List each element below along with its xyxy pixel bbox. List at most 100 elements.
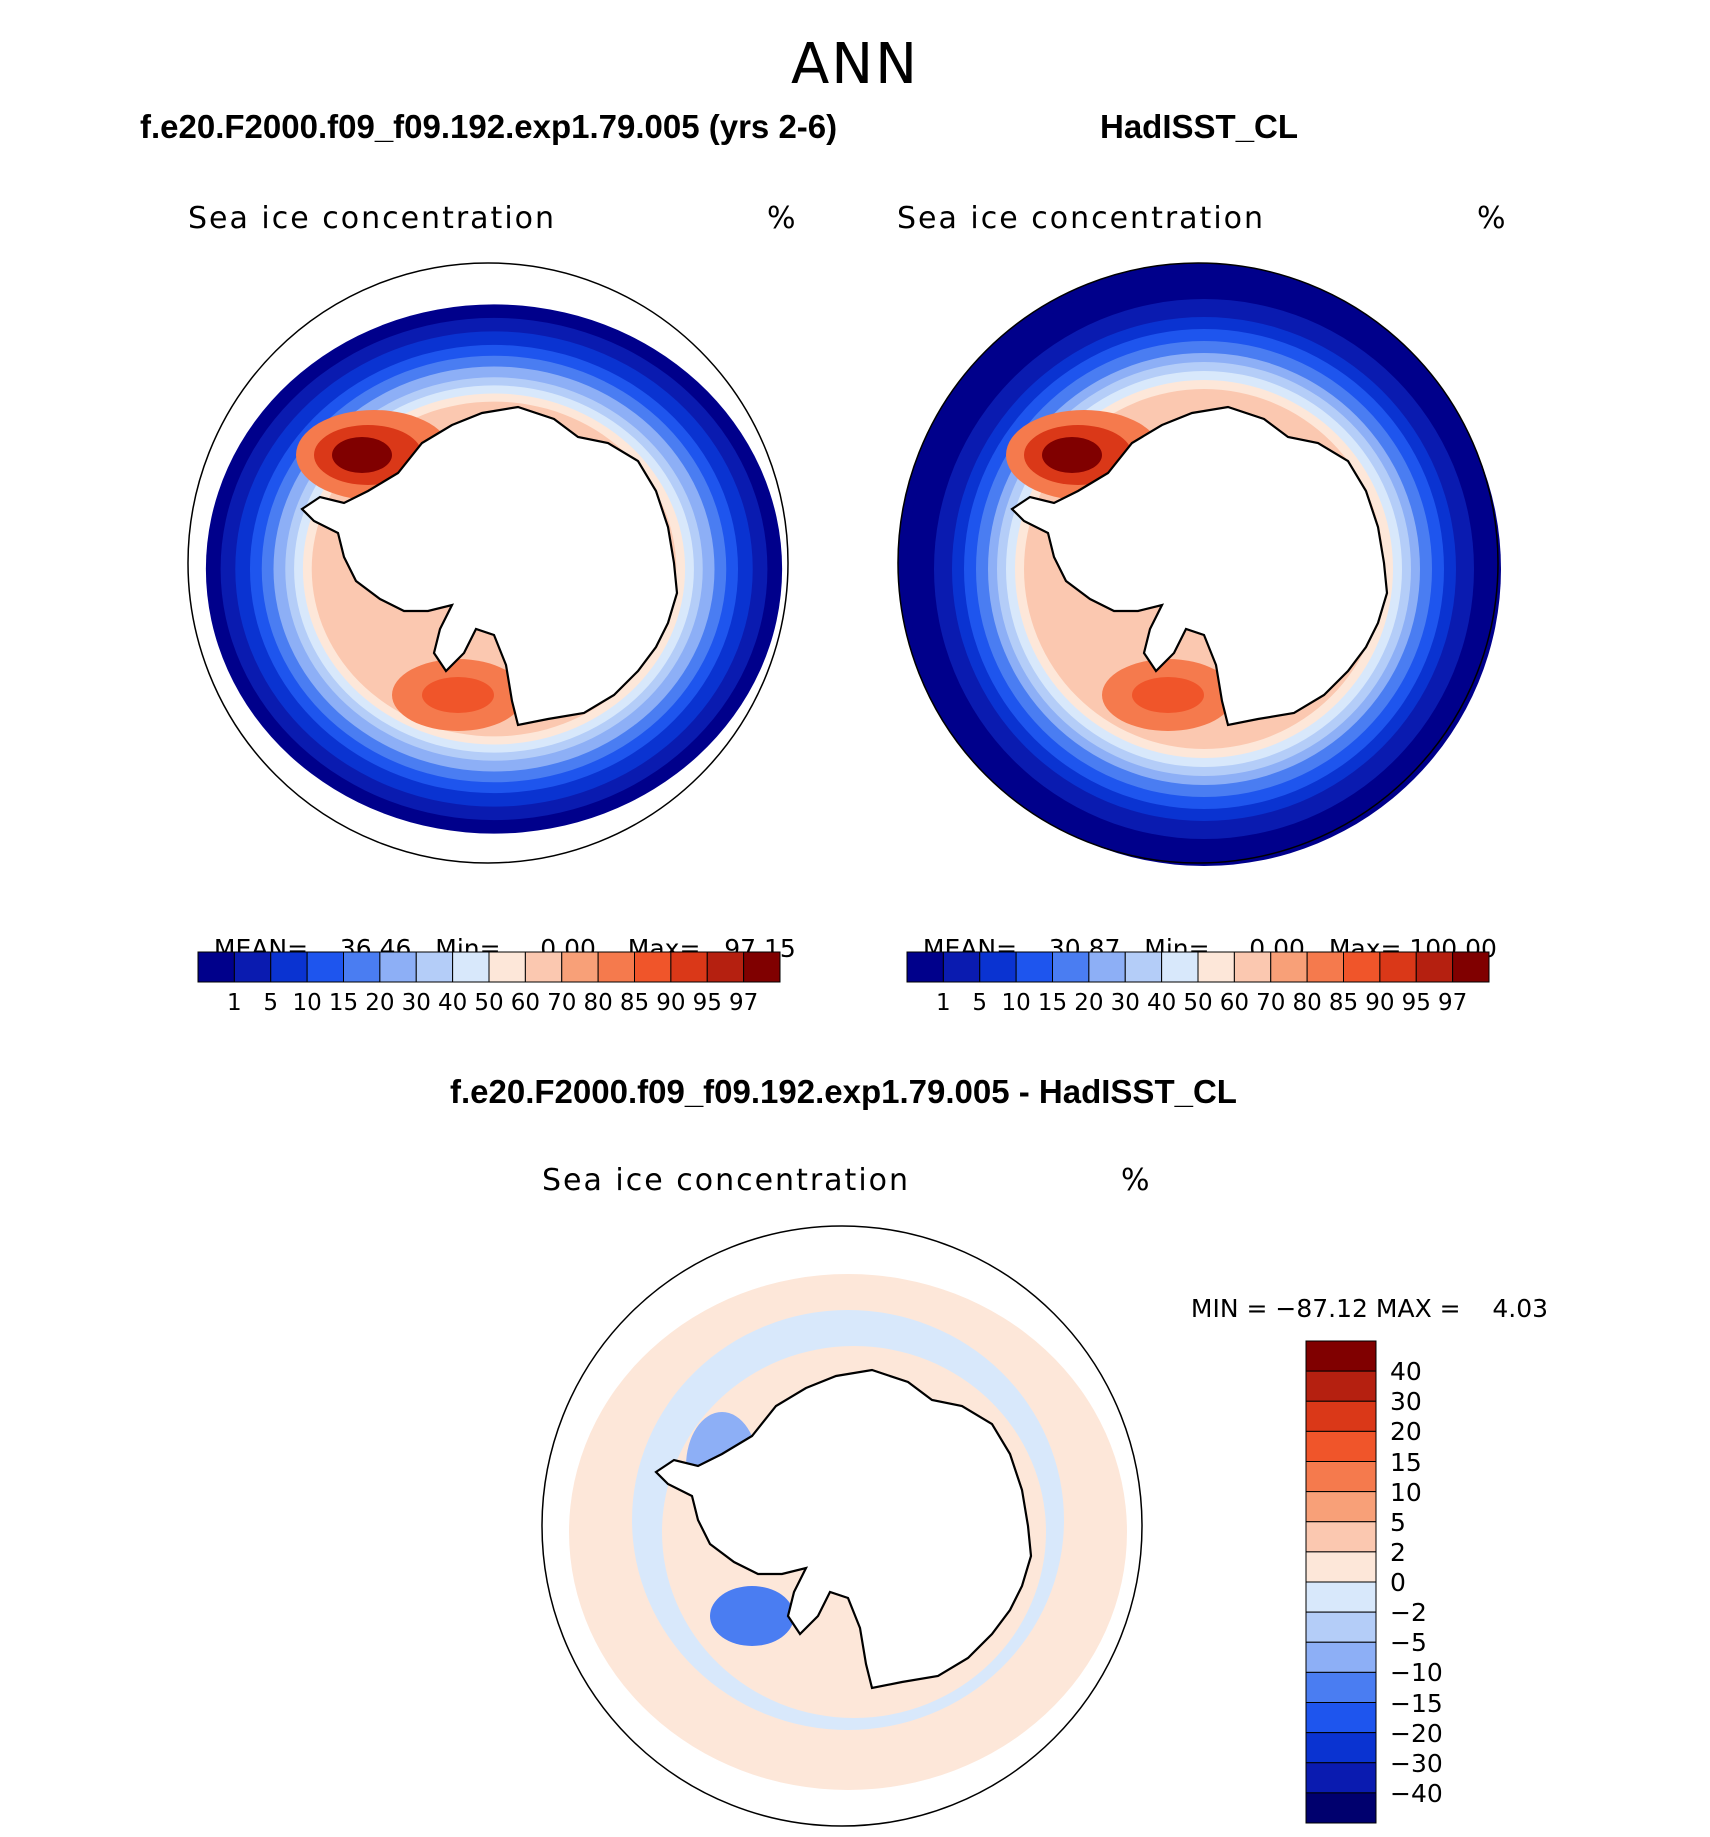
- right-weddell-band-2: [1024, 425, 1132, 485]
- left-ice-band-3: [249, 344, 739, 794]
- right-map-boundary: [897, 262, 1499, 864]
- diff-colorbar-swatch: [1305, 1671, 1377, 1703]
- diff-colorbar-swatch: [1305, 1370, 1377, 1402]
- left-weddell-band-3: [332, 437, 392, 473]
- diff-colorbar-swatch: [1305, 1430, 1377, 1462]
- diff-colorbar-swatch: [1305, 1732, 1377, 1764]
- left-ice-band-9: [311, 401, 677, 737]
- left-ice-band-0: [205, 304, 783, 834]
- diff-colorbar-swatch: [1305, 1792, 1377, 1824]
- right-colorbar-tick: 15: [1037, 990, 1068, 1016]
- right-colorbar-swatch: [979, 951, 1017, 983]
- left-colorbar-tick: 95: [692, 990, 722, 1016]
- right-colorbar-tick: 85: [1328, 990, 1359, 1016]
- right-weddell-band-1: [1006, 410, 1162, 500]
- diff-colorbar-tick: −2: [1390, 1598, 1427, 1628]
- right-colorbar-swatch: [942, 951, 981, 983]
- diff-colorbar-tick: 0: [1390, 1568, 1406, 1597]
- right-colorbar-tick: 20: [1074, 990, 1104, 1016]
- diff-colorbar-swatch: [1305, 1551, 1377, 1583]
- diff-max-label: MAX =: [1375, 1294, 1461, 1323]
- right-colorbar-swatch: [1343, 951, 1381, 983]
- left-colorbar-tick: 1: [227, 990, 242, 1016]
- right-colorbar-swatch: [1233, 951, 1272, 983]
- left-stats: MEAN= 36.46 Min= 0.00 Max= 97.15: [198, 905, 796, 963]
- left-ice-band-2: [235, 331, 753, 807]
- left-antarctica-land: [300, 405, 679, 727]
- left-ross-band-1: [392, 659, 524, 731]
- right-panel-title: HadISST_CL: [1100, 108, 1299, 145]
- left-map-background: [188, 263, 788, 863]
- left-colorbar-tick: 85: [619, 990, 650, 1016]
- right-colorbar-swatch: [1197, 951, 1235, 983]
- diff-colorbar-tick: 2: [1390, 1537, 1406, 1567]
- left-colorbar-tick: 10: [292, 990, 322, 1016]
- right-colorbar-tick: 70: [1256, 990, 1286, 1016]
- right-colorbar-tick: 10: [1001, 990, 1031, 1016]
- diff-colorbar-tick: 20: [1390, 1417, 1422, 1447]
- right-map-background: [898, 263, 1498, 863]
- left-colorbar-swatch: [379, 951, 417, 983]
- left-colorbar-tick: 30: [401, 990, 431, 1016]
- right-ice-band-8: [1015, 380, 1393, 758]
- right-antarctica-land: [1010, 405, 1389, 727]
- right-ice-band-7: [1006, 371, 1402, 767]
- right-colorbar-swatch: [1306, 951, 1344, 983]
- right-colorbar-tick: 50: [1183, 990, 1213, 1016]
- left-colorbar-tick: 5: [263, 990, 279, 1016]
- difference-variable-label: Sea ice concentration: [542, 1163, 911, 1198]
- right-ice-band-4: [976, 341, 1432, 797]
- right-colorbar-tick: 1: [936, 990, 951, 1016]
- left-colorbar-tick: 80: [583, 990, 613, 1016]
- right-colorbar-swatch: [1052, 951, 1090, 983]
- right-colorbar-swatch: [1015, 951, 1053, 983]
- right-ross-band-2: [1132, 677, 1204, 713]
- left-colorbar-tick: 90: [656, 990, 686, 1016]
- diff-colorbar-tick: −10: [1390, 1658, 1443, 1688]
- right-colorbar-tick: 5: [972, 990, 988, 1016]
- diff-map-boundary: [541, 1225, 1143, 1827]
- right-colorbar-swatch: [1270, 951, 1308, 983]
- left-weddell-band-2: [314, 425, 422, 485]
- left-colorbar-swatch: [415, 951, 454, 983]
- left-weddell-band-1: [296, 410, 452, 500]
- right-ice-band-6: [997, 362, 1411, 776]
- diff-colorbar-tick: 30: [1390, 1387, 1422, 1417]
- left-colorbar-tick: 60: [510, 990, 541, 1016]
- left-ice-band-8: [302, 393, 686, 745]
- left-colorbar-swatch: [306, 951, 344, 983]
- left-colorbar-swatch: [343, 951, 381, 983]
- left-ice-band-6: [285, 377, 703, 761]
- left-colorbar-swatch: [233, 951, 272, 983]
- diff-min-label: MIN =: [1190, 1294, 1268, 1323]
- right-colorbar-tick: 90: [1365, 990, 1395, 1016]
- left-map-boundary: [187, 262, 789, 864]
- right-ice-band-0: [907, 272, 1501, 866]
- right-colorbar-swatch: [1452, 951, 1490, 983]
- right-colorbar-swatch: [1088, 951, 1126, 983]
- left-colorbar-swatch: [743, 951, 781, 983]
- difference-colorbar: [1305, 1340, 1377, 1824]
- diff-colorbar-swatch: [1305, 1461, 1377, 1493]
- right-ice-band-3: [964, 329, 1444, 809]
- diff-band-outer: [569, 1274, 1127, 1790]
- right-colorbar-tick: 30: [1110, 990, 1140, 1016]
- left-colorbar-tick: 70: [547, 990, 577, 1016]
- left-colorbar-swatch: [197, 951, 235, 983]
- left-colorbar-swatch: [270, 951, 308, 983]
- right-colorbar-tick: 60: [1219, 990, 1250, 1016]
- left-units-label: %: [767, 201, 798, 236]
- right-ross-band-1: [1102, 659, 1234, 731]
- right-colorbar-swatch: [1379, 951, 1417, 983]
- right-colorbar-swatch: [1415, 951, 1454, 983]
- difference-panel-title: f.e20.F2000.f09_f09.192.exp1.79.005 - Ha…: [450, 1073, 1237, 1110]
- diff-colorbar-swatch: [1305, 1521, 1377, 1553]
- diff-colorbar-tick: 10: [1390, 1477, 1422, 1507]
- right-weddell-band-3: [1042, 437, 1102, 473]
- left-ice-band-5: [273, 366, 715, 772]
- left-colorbar-swatch: [488, 951, 526, 983]
- left-colorbar: [197, 951, 781, 983]
- diff-antarctica-land: [654, 1368, 1033, 1690]
- right-colorbar-swatch: [1161, 951, 1199, 983]
- diff-band-inner: [662, 1346, 1046, 1718]
